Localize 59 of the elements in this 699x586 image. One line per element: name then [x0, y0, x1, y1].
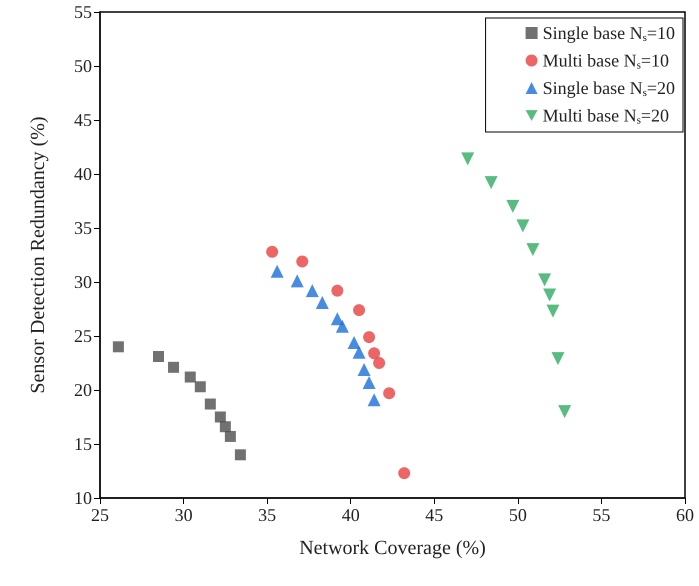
- point: [270, 264, 284, 278]
- point: [543, 288, 556, 302]
- point: [194, 381, 206, 392]
- y-tick-label: 55: [74, 2, 92, 22]
- point: [546, 304, 560, 318]
- point: [383, 387, 396, 400]
- point: [153, 351, 164, 362]
- point: [224, 430, 236, 442]
- x-tick-label: 30: [174, 505, 193, 525]
- point: [352, 346, 366, 359]
- point: [538, 273, 552, 286]
- point: [306, 284, 319, 298]
- y-tick-label: 40: [74, 164, 92, 184]
- point: [358, 362, 371, 376]
- point: [331, 284, 344, 297]
- x-tick-label: 40: [342, 505, 360, 525]
- point: [353, 304, 366, 316]
- point: [362, 376, 376, 389]
- point: [398, 467, 410, 480]
- point: [296, 255, 308, 268]
- point: [516, 219, 530, 232]
- y-tick-label: 50: [74, 56, 92, 76]
- point: [214, 412, 226, 422]
- x-axis-title: Network Coverage (%): [299, 537, 486, 559]
- point: [526, 243, 540, 256]
- y-tick-label: 20: [74, 380, 92, 400]
- point: [204, 398, 216, 410]
- point: [506, 200, 520, 213]
- point: [168, 362, 180, 373]
- point: [558, 405, 572, 418]
- point: [290, 274, 304, 288]
- point: [112, 341, 124, 352]
- point: [220, 421, 231, 432]
- point: [368, 393, 381, 406]
- point: [484, 176, 498, 190]
- x-tick-label: 60: [676, 505, 694, 525]
- point: [551, 352, 564, 366]
- y-tick-label: 45: [74, 110, 92, 130]
- point: [266, 246, 278, 258]
- y-tick-label: 25: [74, 326, 92, 346]
- y-axis-title: Sensor Detection Redundancy (%): [27, 116, 49, 394]
- x-tick-label: 25: [91, 505, 109, 525]
- y-tick-label: 10: [74, 488, 92, 508]
- point: [234, 449, 246, 460]
- point: [363, 331, 376, 344]
- y-tick-label: 15: [74, 434, 92, 454]
- point: [336, 320, 349, 333]
- point: [461, 152, 474, 166]
- x-tick-label: 50: [508, 505, 527, 525]
- x-tick-label: 35: [258, 505, 276, 525]
- point: [368, 347, 380, 360]
- point: [373, 357, 386, 369]
- point: [316, 296, 329, 310]
- point: [348, 336, 361, 349]
- y-tick-label: 30: [74, 272, 92, 292]
- x-tick-label: 45: [425, 505, 444, 525]
- point: [184, 372, 196, 383]
- x-tick-label: 55: [592, 505, 610, 525]
- y-tick-label: 35: [74, 218, 92, 238]
